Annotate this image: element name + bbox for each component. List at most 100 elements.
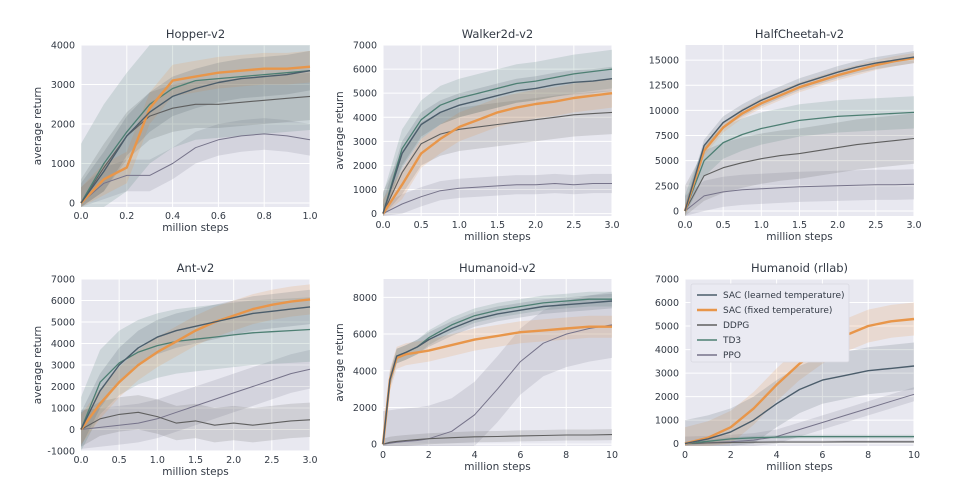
y-tick-label: 3000 [51, 361, 75, 372]
line-sac-learned-temperature [684, 365, 915, 445]
x-tick-label: 1.5 [490, 220, 505, 231]
band-td3 [81, 45, 310, 207]
x-tick-label: 0.0 [73, 211, 88, 222]
x-tick-label: 1.0 [452, 220, 467, 231]
line-ddpg [80, 95, 311, 204]
y-axis-label: average return [32, 87, 44, 165]
legend-label-ppo: PPO [723, 351, 741, 361]
legend: SAC (learned temperature) SAC (fixed temp… [690, 283, 850, 363]
line-ddpg [382, 434, 613, 445]
panel-title: Ant-v2 [177, 261, 215, 275]
y-tick-label: 0 [673, 439, 679, 450]
x-tick-label: 0.4 [165, 211, 180, 222]
panel-ant-v2: 0.0 0.5 1.0 1.5 2.0 2.5 3.0 -1000 0 1000 2000 3000 4… [32, 261, 318, 478]
panel-walker2d-v2: 0.0 0.5 1.0 1.5 2.0 2.5 3.0 0 1000 2000 3000 4000 50… [334, 27, 620, 243]
x-tick-label: 0.5 [414, 220, 429, 231]
y-tick-label: 4000 [655, 345, 679, 356]
band-ppo [685, 169, 914, 216]
x-tick-label: 0.2 [119, 211, 134, 222]
legend-label-ddpg: DDPG [723, 321, 749, 331]
x-axis-label: million steps [162, 466, 229, 478]
y-tick-label: 4000 [353, 113, 377, 124]
x-tick-label: 0.0 [73, 455, 88, 466]
line-sac-fixed-temperature [381, 325, 612, 445]
x-tick-label: 8 [865, 450, 871, 461]
legend-label-sac-fixed-temperature: SAC (fixed temperature) [723, 306, 832, 316]
y-tick-label: 7000 [655, 275, 679, 286]
y-tick-label: 1000 [655, 416, 679, 427]
y-tick-label: 3000 [51, 80, 75, 91]
x-tick-label: 1.0 [150, 455, 165, 466]
band-sac-fixed-temperature [685, 53, 914, 216]
y-tick-label: 12500 [649, 81, 679, 92]
panel-title: Walker2d-v2 [462, 27, 534, 41]
y-tick-label: 2000 [353, 403, 377, 414]
line-sac-fixed-temperature [80, 298, 311, 431]
band-ppo [81, 349, 310, 449]
x-tick-label: 3.0 [604, 220, 619, 231]
y-tick-label: 3000 [655, 369, 679, 380]
y-tick-label: 0 [371, 209, 377, 220]
y-tick-label: 0 [69, 199, 75, 210]
line-sac-learned-temperature [382, 300, 613, 445]
panel-halfcheetah-v2: 0.0 0.5 1.0 1.5 2.0 2.5 3.0 0 2500 5000 7500 10000 1… [649, 27, 922, 243]
x-tick-label: 2 [426, 450, 432, 461]
y-tick-label: 3000 [353, 137, 377, 148]
line-sac-fixed-temperature [683, 56, 915, 212]
panel-humanoid-v2: 0 2 4 6 8 10 0 2000 4000 6000 8000 Humanoid-v2 milli… [334, 261, 618, 473]
x-tick-label: 2.5 [868, 220, 883, 231]
panel-title: HalfCheetah-v2 [755, 27, 844, 41]
x-tick-label: 8 [563, 450, 569, 461]
band-ppo [81, 118, 310, 207]
y-tick-label: 0 [673, 206, 679, 217]
band-ddpg [685, 113, 914, 216]
y-tick-label: -1000 [47, 447, 75, 458]
y-tick-label: 0 [69, 425, 75, 436]
y-tick-label: 1000 [51, 404, 75, 415]
y-tick-label: 6000 [353, 65, 377, 76]
x-tick-label: 10 [908, 450, 920, 461]
y-tick-label: 6000 [51, 296, 75, 307]
x-tick-label: 1.5 [792, 220, 807, 231]
x-tick-label: 4 [774, 450, 780, 461]
x-tick-label: 4 [472, 450, 478, 461]
band-sac-learned-temperature [81, 50, 310, 208]
x-tick-label: 1.5 [188, 455, 203, 466]
y-tick-label: 2500 [655, 181, 679, 192]
band-sac-fixed-temperature [383, 78, 612, 216]
x-tick-label: 6 [517, 450, 523, 461]
y-tick-label: 5000 [655, 156, 679, 167]
line-sac-learned-temperature [80, 306, 311, 430]
panel-title: Hopper-v2 [166, 27, 225, 41]
y-tick-label: 1000 [353, 185, 377, 196]
line-td3 [382, 68, 613, 214]
x-tick-label: 0.0 [677, 220, 692, 231]
legend-label-td3: TD3 [722, 336, 741, 346]
x-tick-label: 2.5 [264, 455, 279, 466]
x-tick-label: 2.0 [528, 220, 543, 231]
band-ddpg [383, 429, 612, 446]
y-tick-label: 5000 [51, 318, 75, 329]
line-ddpg [684, 441, 914, 445]
band-ppo [383, 173, 612, 216]
x-tick-label: 1.0 [754, 220, 769, 231]
band-td3 [383, 49, 612, 216]
line-sac-learned-temperature [684, 56, 915, 212]
line-td3 [684, 111, 915, 212]
line-ppo [382, 324, 613, 445]
band-sac-fixed-temperature [81, 284, 310, 445]
y-tick-label: 7000 [51, 275, 75, 286]
band-sac-learned-temperature [81, 289, 310, 447]
y-tick-label: 7000 [353, 41, 377, 52]
band-ddpg [81, 72, 310, 207]
x-tick-label: 0 [380, 450, 386, 461]
x-tick-label: 0 [682, 450, 688, 461]
x-tick-label: 3.0 [302, 455, 317, 466]
y-tick-label: 7500 [655, 131, 679, 142]
line-ddpg [684, 137, 915, 212]
legend-label-sac-learned-temperature: SAC (learned temperature) [723, 291, 845, 301]
y-tick-label: 8000 [353, 293, 377, 304]
x-tick-label: 2.0 [226, 455, 241, 466]
y-tick-label: 2000 [655, 392, 679, 403]
